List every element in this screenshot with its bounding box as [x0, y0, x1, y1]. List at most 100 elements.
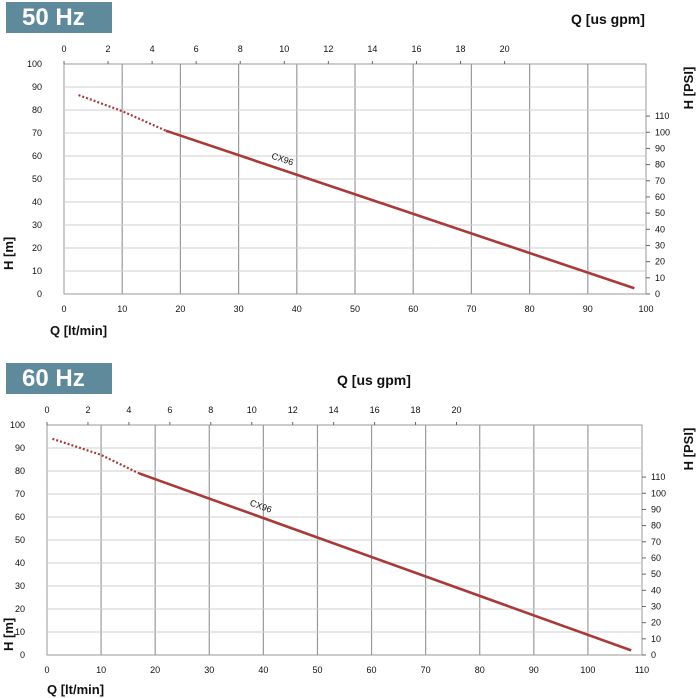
y-tick-label: 80	[32, 105, 42, 115]
y2-tick-label: 0	[651, 650, 656, 660]
y2-tick-label: 30	[655, 240, 665, 250]
y-tick-label: 10	[32, 266, 42, 276]
x2-tick-label: 20	[451, 405, 461, 415]
x-tick-label: 100	[580, 665, 595, 675]
x-tick-label: 90	[583, 304, 593, 314]
y-tick-label: 80	[15, 466, 25, 476]
y-tick-label: 90	[15, 443, 25, 453]
x-tick-label: 10	[117, 304, 127, 314]
x-tick-label: 30	[234, 304, 244, 314]
top-axis-title-60hz: Q [us gpm]	[337, 372, 411, 388]
y-tick-label: 0	[37, 289, 42, 299]
x2-tick-label: 20	[500, 44, 510, 54]
y2-tick-label: 10	[655, 273, 665, 283]
y-tick-label: 20	[32, 243, 42, 253]
x-tick-label: 30	[204, 665, 214, 675]
y-tick-label: 30	[32, 220, 42, 230]
x-tick-label: 90	[529, 665, 539, 675]
x-tick-label: 20	[150, 665, 160, 675]
y-axis-title: H [m]	[1, 237, 16, 270]
y-tick-label: 0	[20, 650, 25, 660]
y-tick-label: 100	[27, 59, 42, 69]
x-tick-label: 60	[408, 304, 418, 314]
x2-tick-label: 14	[367, 44, 377, 54]
x2-tick-label: 4	[150, 44, 155, 54]
y2-axis-title: H [PSI]	[681, 67, 696, 110]
y-tick-label: 100	[10, 420, 25, 430]
y2-tick-label: 20	[655, 257, 665, 267]
y-tick-label: 40	[15, 558, 25, 568]
x2-tick-label: 2	[85, 405, 90, 415]
x-tick-label: 20	[175, 304, 185, 314]
curve-label: CX96	[249, 498, 274, 515]
y-tick-label: 20	[15, 604, 25, 614]
y-tick-label: 40	[32, 197, 42, 207]
y-tick-label: 10	[15, 627, 25, 637]
x2-tick-label: 8	[208, 405, 213, 415]
y-tick-label: 30	[15, 581, 25, 591]
frequency-badge-60hz: 60 Hz	[6, 363, 112, 394]
y2-axis-title: H [PSI]	[681, 428, 696, 471]
y2-tick-label: 70	[655, 176, 665, 186]
curve-dashed-segment	[52, 437, 140, 475]
y2-tick-label: 70	[651, 537, 661, 547]
x2-tick-label: 12	[288, 405, 298, 415]
y-axis-title: H [m]	[1, 618, 16, 651]
y2-tick-label: 100	[651, 488, 666, 498]
x-tick-label: 100	[638, 304, 653, 314]
y2-tick-label: 30	[651, 601, 661, 611]
x-tick-label: 10	[96, 665, 106, 675]
y2-tick-label: 60	[655, 192, 665, 202]
y-tick-label: 50	[32, 174, 42, 184]
y2-tick-label: 20	[651, 618, 661, 628]
y-tick-label: 90	[32, 82, 42, 92]
x-tick-label: 80	[475, 665, 485, 675]
x-axis-title: Q [lt/min]	[50, 323, 107, 338]
y2-tick-label: 50	[655, 208, 665, 218]
x2-tick-label: 6	[194, 44, 199, 54]
y2-tick-label: 10	[651, 634, 661, 644]
y2-tick-label: 40	[651, 585, 661, 595]
x2-tick-label: 0	[44, 405, 49, 415]
x2-tick-label: 10	[247, 405, 257, 415]
y2-tick-label: 90	[651, 504, 661, 514]
y2-tick-label: 80	[655, 160, 665, 170]
x-tick-label: 70	[421, 665, 431, 675]
y2-tick-label: 100	[655, 127, 670, 137]
y-tick-label: 60	[32, 151, 42, 161]
x2-tick-label: 10	[279, 44, 289, 54]
x2-tick-label: 4	[126, 405, 131, 415]
x2-tick-label: 6	[167, 405, 172, 415]
y2-tick-label: 60	[651, 553, 661, 563]
x2-tick-label: 12	[323, 44, 333, 54]
curve-solid-segment	[138, 472, 632, 652]
x-tick-label: 110	[635, 665, 649, 675]
curve-solid-segment	[165, 129, 635, 290]
y-tick-label: 50	[15, 535, 25, 545]
y-tick-label: 70	[15, 489, 25, 499]
x2-tick-label: 18	[411, 405, 421, 415]
x-tick-label: 50	[312, 665, 322, 675]
x2-tick-label: 16	[411, 44, 421, 54]
x-tick-label: 0	[44, 665, 49, 675]
x2-tick-label: 18	[456, 44, 466, 54]
top-axis-title-50hz: Q [us gpm]	[571, 11, 645, 27]
x2-tick-label: 0	[61, 44, 66, 54]
x-tick-label: 40	[292, 304, 302, 314]
x-axis-title: Q [lt/min]	[47, 682, 104, 697]
x-tick-label: 70	[466, 304, 476, 314]
x-tick-label: 50	[350, 304, 360, 314]
x2-tick-label: 8	[238, 44, 243, 54]
x-tick-label: 60	[367, 665, 377, 675]
x2-tick-label: 2	[106, 44, 111, 54]
y2-tick-label: 110	[651, 472, 665, 482]
x-tick-label: 80	[525, 304, 535, 314]
frequency-badge-50hz: 50 Hz	[6, 2, 112, 33]
y2-tick-label: 90	[655, 143, 665, 153]
y2-tick-label: 0	[655, 289, 660, 299]
y2-tick-label: 50	[651, 569, 661, 579]
x-tick-label: 40	[258, 665, 268, 675]
chart-50hz: 0 10 20 30 40 50 60 70 80 90 100010203040506070809…	[1, 44, 696, 338]
y-tick-label: 70	[32, 128, 42, 138]
